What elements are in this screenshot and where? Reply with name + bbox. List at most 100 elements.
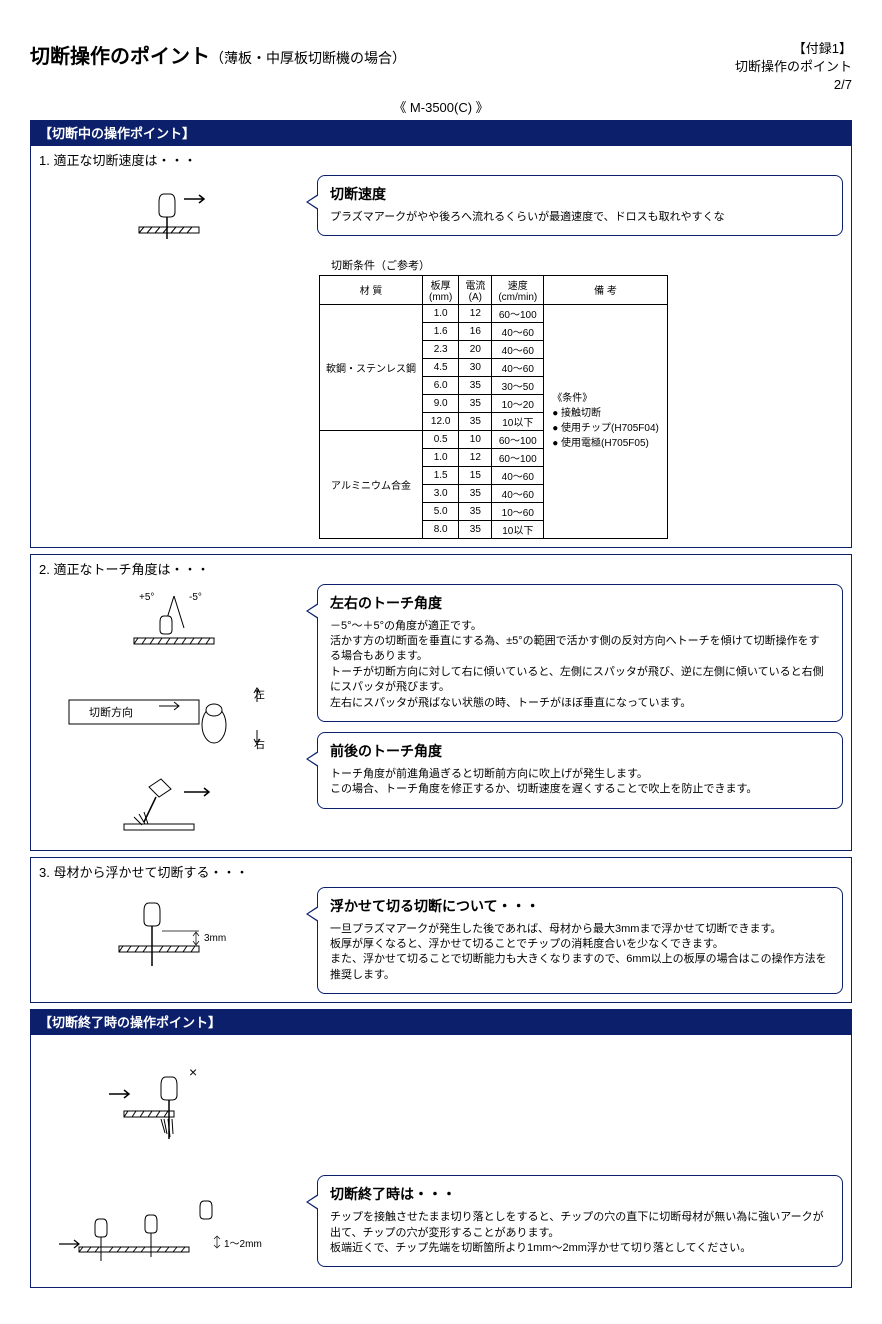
table-cell: 35 (459, 520, 492, 538)
table-cell: 0.5 (423, 430, 459, 448)
table-cell: 35 (459, 394, 492, 412)
col-speed: 速度(cm/min) (492, 275, 544, 304)
section-q4: × 1～2mm (30, 1034, 852, 1288)
title-main: 切断操作のポイント (30, 46, 210, 68)
q2-callout2-body: トーチ角度が前進角過ぎると切断前方向に吹上げが発生します。 この場合、トーチ角度… (330, 767, 830, 798)
table-cell: 35 (459, 376, 492, 394)
table-cell: 2.3 (423, 340, 459, 358)
torch-speed-icon (129, 179, 219, 249)
q2-callout2-title: 前後のトーチ角度 (330, 741, 830, 761)
q3-label: 3. 母材から浮かせて切断する・・・ (31, 858, 851, 883)
q2-diagram: +5° -5° 切断方向 左 右 (39, 584, 309, 842)
table-cell: 60～100 (492, 304, 544, 322)
appendix-sub: 切断操作のポイント (735, 58, 852, 76)
header-right: 【付録1】 切断操作のポイント 2/7 (735, 40, 852, 95)
page-number: 2/7 (735, 76, 852, 94)
col-current: 電流(A) (459, 275, 492, 304)
table-cell: 60～100 (492, 430, 544, 448)
q4-callout-title: 切断終了時は・・・ (330, 1184, 830, 1204)
torch-float-icon: 3mm (104, 891, 244, 981)
q3-diagram: 3mm (39, 887, 309, 981)
table-cell: 40～60 (492, 484, 544, 502)
q4-callout-body: チップを接触させたまま切り落としをすると、チップの穴の直下に切断母材が無い為に強… (330, 1210, 830, 1256)
svg-text:3mm: 3mm (204, 933, 226, 944)
table-cell: 40～60 (492, 340, 544, 358)
title-sub: （薄板・中厚板切断機の場合） (210, 50, 406, 66)
col-remarks: 備 考 (544, 275, 668, 304)
q3-callout: 浮かせて切る切断について・・・ 一旦プラズマアークが発生した後であれば、母材から… (317, 887, 843, 995)
table-cell: 35 (459, 412, 492, 430)
col-thickness: 板厚(mm) (423, 275, 459, 304)
banner-cutting-end: 【切断終了時の操作ポイント】 (30, 1009, 852, 1034)
table-cell: 10～20 (492, 394, 544, 412)
table-cell: 1.0 (423, 304, 459, 322)
svg-text:切断方向: 切断方向 (89, 705, 133, 719)
section-q3: 3. 母材から浮かせて切断する・・・ 3mm 浮かせて切る切断について・・・ 一… (30, 857, 852, 1004)
appendix-label: 【付録1】 (735, 40, 852, 58)
table-cell: 40～60 (492, 358, 544, 376)
torch-angle-fb-icon (114, 772, 234, 842)
q2-callout1-body: －5°～＋5°の角度が適正です。 活かす方の切断面を垂直にする為、±5°の範囲で… (330, 619, 830, 711)
table-cell: 10以下 (492, 520, 544, 538)
q3-callout-title: 浮かせて切る切断について・・・ (330, 896, 830, 916)
torch-end-good-icon: 1～2mm (49, 1189, 299, 1279)
svg-text:-5°: -5° (189, 592, 202, 603)
table-cell: 20 (459, 340, 492, 358)
q2-label: 2. 適正なトーチ角度は・・・ (31, 555, 851, 580)
q1-label: 1. 適正な切断速度は・・・ (31, 146, 851, 171)
table-cell: 1.0 (423, 448, 459, 466)
table-cell: 40～60 (492, 322, 544, 340)
svg-text:+5°: +5° (139, 592, 154, 603)
cutting-conditions-table: 材 質 板厚(mm) 電流(A) 速度(cm/min) 備 考 軟鋼・ステンレス… (319, 275, 668, 539)
col-material: 材 質 (320, 275, 423, 304)
q2-callout1: 左右のトーチ角度 －5°～＋5°の角度が適正です。 活かす方の切断面を垂直にする… (317, 584, 843, 722)
table-cell: 1.5 (423, 466, 459, 484)
table-cell: 16 (459, 322, 492, 340)
svg-text:×: × (189, 1064, 197, 1080)
table-cell: 15 (459, 466, 492, 484)
title-block: 切断操作のポイント（薄板・中厚板切断機の場合） (30, 40, 406, 69)
table-cell: 30～50 (492, 376, 544, 394)
q4-diagram: × 1～2mm (39, 1055, 309, 1279)
table-cell: 3.0 (423, 484, 459, 502)
table-cell: 35 (459, 484, 492, 502)
table-cell: 10以下 (492, 412, 544, 430)
q1-callout-body: プラズマアークがやや後ろへ流れるくらいが最適速度で、ドロスも取れやすくな (330, 210, 830, 225)
q1-diagram (39, 175, 309, 249)
q1-callout: 切断速度 プラズマアークがやや後ろへ流れるくらいが最適速度で、ドロスも取れやすく… (317, 175, 843, 236)
table-cell: 10～60 (492, 502, 544, 520)
section-q1: 1. 適正な切断速度は・・・ 切断速度 プラズマアークがやや後ろへ流れるくらいが… (30, 145, 852, 548)
material-cell: アルミニウム合金 (320, 430, 423, 538)
table-cell: 8.0 (423, 520, 459, 538)
table-cell: 12 (459, 448, 492, 466)
q1-callout-title: 切断速度 (330, 184, 830, 204)
section-q2: 2. 適正なトーチ角度は・・・ +5° -5° 切断方向 左 右 (30, 554, 852, 851)
table-cell: 9.0 (423, 394, 459, 412)
table-cell: 30 (459, 358, 492, 376)
q1-table-wrap: 切断条件（ご参考） 材 質 板厚(mm) 電流(A) 速度(cm/min) 備 … (311, 257, 851, 547)
remarks-cell: 《条件》 ● 接触切断 ● 使用チップ(H705F04) ● 使用電極(H705… (544, 304, 668, 538)
q4-callout: 切断終了時は・・・ チップを接触させたまま切り落としをすると、チップの穴の直下に… (317, 1175, 843, 1267)
table-cell: 4.5 (423, 358, 459, 376)
table-cell: 6.0 (423, 376, 459, 394)
q2-callout2: 前後のトーチ角度 トーチ角度が前進角過ぎると切断前方向に吹上げが発生します。 こ… (317, 732, 843, 809)
svg-text:1～2mm: 1～2mm (224, 1239, 262, 1250)
table-cell: 1.6 (423, 322, 459, 340)
model-line: 《 M-3500(C) 》 (30, 97, 852, 116)
torch-direction-icon: 切断方向 左 右 (59, 670, 289, 760)
table-cell: 60～100 (492, 448, 544, 466)
material-cell: 軟鋼・ステンレス鋼 (320, 304, 423, 430)
table-cell: 12.0 (423, 412, 459, 430)
table-cell: 40～60 (492, 466, 544, 484)
table-cell: 35 (459, 502, 492, 520)
torch-end-bad-icon: × (94, 1059, 254, 1159)
banner-cutting-operation: 【切断中の操作ポイント】 (30, 120, 852, 145)
q2-callout1-title: 左右のトーチ角度 (330, 593, 830, 613)
q3-callout-body: 一旦プラズマアークが発生した後であれば、母材から最大3mmまで浮かせて切断できま… (330, 922, 830, 984)
table-cell: 12 (459, 304, 492, 322)
q1-table-caption: 切断条件（ご参考） (331, 257, 843, 273)
table-cell: 5.0 (423, 502, 459, 520)
table-cell: 10 (459, 430, 492, 448)
torch-angle-lr-icon: +5° -5° (104, 588, 244, 658)
page-header: 切断操作のポイント（薄板・中厚板切断機の場合） 【付録1】 切断操作のポイント … (30, 40, 852, 95)
